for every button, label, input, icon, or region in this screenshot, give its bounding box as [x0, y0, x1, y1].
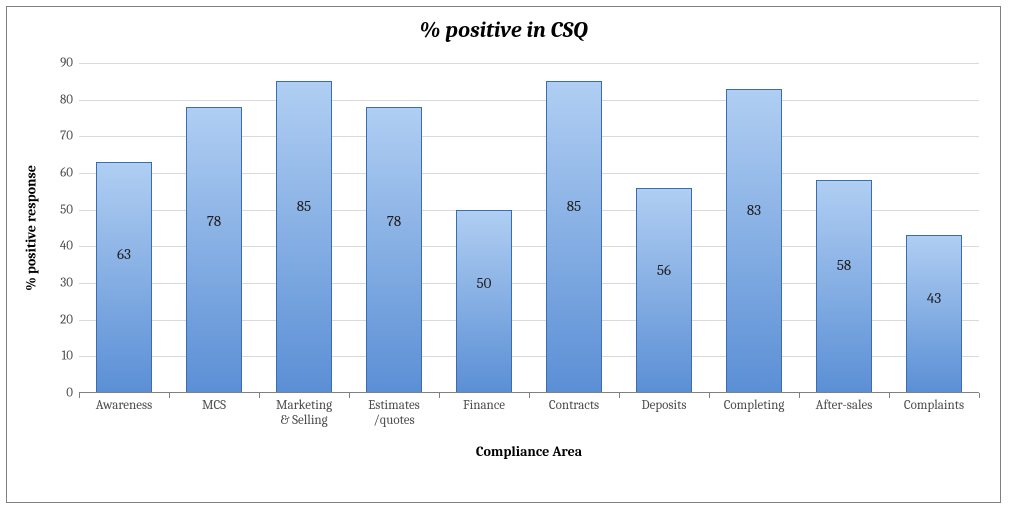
x-tick — [79, 393, 80, 398]
x-tick-label: Contracts — [549, 399, 599, 414]
bar-value-label: 43 — [907, 289, 961, 307]
bar: 85 — [546, 81, 602, 393]
bar: 50 — [456, 210, 512, 393]
plot-area: 63788578508556835843 0102030405060708090… — [79, 63, 979, 393]
bar-value-label: 56 — [637, 261, 691, 279]
x-tick — [349, 393, 350, 398]
x-tick-label: After-sales — [816, 399, 873, 414]
y-tick-label: 40 — [60, 239, 73, 254]
x-axis-title: Compliance Area — [79, 443, 979, 460]
bar-value-label: 85 — [277, 197, 331, 215]
bar-value-label: 85 — [547, 197, 601, 215]
chart-title: % positive in CSQ — [7, 17, 1000, 43]
bars-layer: 63 78 85 78 50 85 56 83 58 43 — [79, 63, 979, 393]
x-tick — [979, 393, 980, 398]
x-tick-label: Estimates /quotes — [368, 399, 420, 429]
bar-value-label: 50 — [457, 274, 511, 292]
bar: 63 — [96, 162, 152, 393]
chart-frame: % positive in CSQ 63 78 85 78 50 85 56 83 58 43 0… — [6, 6, 1001, 503]
x-tick-label: Complaints — [904, 399, 964, 414]
x-tick — [169, 393, 170, 398]
x-tick — [709, 393, 710, 398]
bar: 58 — [816, 180, 872, 393]
x-tick-label: Deposits — [642, 399, 687, 414]
bar-value-label: 78 — [367, 212, 421, 230]
x-tick-label: Finance — [463, 399, 505, 414]
x-tick-label: MCS — [202, 399, 226, 414]
y-tick-label: 0 — [66, 386, 73, 401]
bar: 56 — [636, 188, 692, 393]
x-tick — [619, 393, 620, 398]
bar-value-label: 83 — [727, 201, 781, 219]
y-tick-label: 80 — [60, 92, 73, 107]
y-tick-label: 20 — [60, 312, 73, 327]
x-tick-label: Marketing & Selling — [276, 399, 332, 429]
y-axis-title: % positive response — [23, 165, 40, 291]
y-tick-label: 70 — [60, 129, 73, 144]
x-tick — [439, 393, 440, 398]
bar: 78 — [186, 107, 242, 393]
bar: 85 — [276, 81, 332, 393]
y-tick-label: 90 — [60, 56, 73, 71]
bar-value-label: 58 — [817, 256, 871, 274]
x-tick — [259, 393, 260, 398]
y-tick-label: 10 — [62, 349, 73, 364]
bar: 83 — [726, 89, 782, 393]
x-tick-label: Awareness — [96, 399, 152, 414]
bar: 78 — [366, 107, 422, 393]
bar-value-label: 63 — [97, 245, 151, 263]
x-tick — [529, 393, 530, 398]
x-tick-label: Completing — [724, 399, 785, 414]
bar: 43 — [906, 235, 962, 393]
x-tick — [889, 393, 890, 398]
x-tick — [799, 393, 800, 398]
y-tick-label: 30 — [60, 276, 73, 291]
y-tick-label: 50 — [60, 202, 73, 217]
y-tick-label: 60 — [60, 166, 73, 181]
bar-value-label: 78 — [187, 212, 241, 230]
